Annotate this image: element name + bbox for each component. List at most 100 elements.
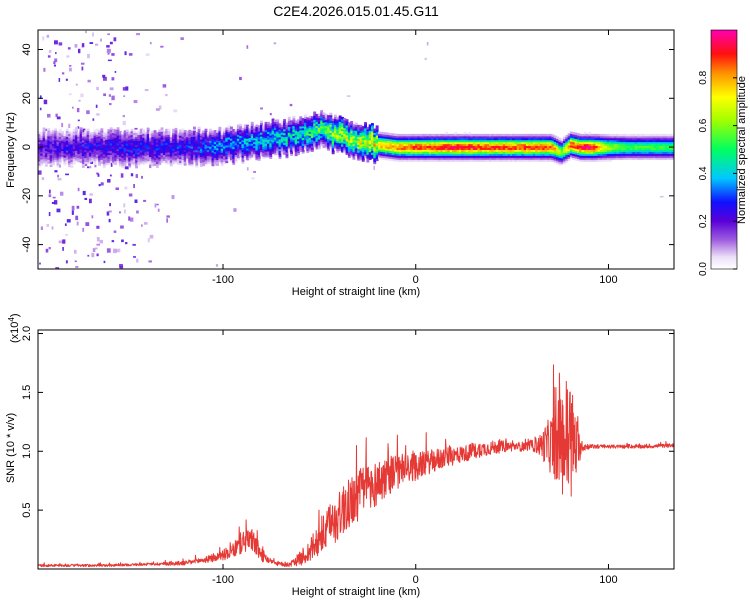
spectrogram-cell bbox=[95, 43, 99, 46]
spectrogram-cell bbox=[95, 148, 99, 151]
spectrogram-cell bbox=[86, 130, 90, 133]
spectrogram-cell bbox=[223, 134, 226, 137]
spectrogram-cell bbox=[442, 157, 446, 160]
spectrogram-cell bbox=[590, 147, 594, 150]
spectrogram-cell bbox=[92, 32, 94, 37]
spectrogram-cell bbox=[287, 140, 291, 143]
spectrogram-cell bbox=[482, 133, 485, 137]
spectrogram-cell bbox=[563, 158, 566, 161]
spectrogram-cell bbox=[491, 149, 495, 152]
spectrogram-cell bbox=[146, 160, 150, 164]
spectrogram-cell bbox=[165, 132, 169, 136]
spectrogram-cell bbox=[417, 135, 421, 139]
spectrogram-cell bbox=[273, 152, 277, 156]
spectrogram-cell bbox=[160, 148, 164, 152]
spectrogram-cell bbox=[637, 151, 640, 154]
spectrogram-cell bbox=[352, 147, 356, 151]
spectrogram-cell bbox=[39, 95, 42, 99]
spectrogram-cell bbox=[458, 159, 462, 162]
spectrogram-cell bbox=[116, 140, 120, 144]
spectrogram-cell bbox=[389, 142, 393, 146]
spectrogram-cell bbox=[65, 132, 69, 135]
spectrogram-cell bbox=[169, 158, 173, 161]
spectrogram-cell bbox=[139, 142, 143, 145]
spectrogram-cell bbox=[526, 143, 529, 147]
spectrogram-cell bbox=[107, 150, 111, 154]
spectrogram-cell bbox=[424, 57, 427, 60]
spectrogram-cell bbox=[218, 154, 222, 157]
spectrogram-cell bbox=[66, 219, 71, 223]
spectrogram-cell bbox=[324, 121, 328, 125]
spectrogram-cell bbox=[581, 135, 585, 139]
spectrogram-cell bbox=[586, 141, 590, 145]
spectrogram-cell bbox=[611, 143, 615, 147]
spectrogram-cell bbox=[412, 133, 416, 137]
spectrogram-cell bbox=[204, 152, 208, 155]
spectrogram-cell bbox=[317, 144, 321, 148]
spectrogram-cell bbox=[468, 141, 472, 145]
spectrogram-cell bbox=[47, 137, 51, 141]
spectrogram-cell bbox=[477, 157, 481, 160]
spectrogram-cell bbox=[627, 143, 631, 147]
spectrogram-cell bbox=[514, 151, 518, 154]
spectrogram-cell bbox=[139, 146, 143, 149]
spectrogram-cell bbox=[373, 136, 377, 139]
spectrogram-cell bbox=[327, 140, 331, 143]
spectrogram-cell bbox=[449, 159, 453, 162]
spectrogram-cell bbox=[572, 134, 576, 137]
spectrogram-cell bbox=[160, 143, 164, 146]
spectrogram-cell bbox=[357, 152, 361, 155]
spectrogram-cell bbox=[276, 146, 280, 150]
spectrogram-cell bbox=[317, 141, 321, 144]
spectrogram-cell bbox=[634, 137, 638, 141]
spectrogram-cell bbox=[664, 155, 668, 158]
spectrogram-cell bbox=[447, 155, 451, 158]
spectrogram-cell bbox=[350, 142, 354, 145]
spectrogram-cell bbox=[428, 147, 432, 150]
spectrogram-cell bbox=[40, 135, 44, 139]
spectrogram-cell bbox=[72, 156, 76, 159]
spectrogram-cell bbox=[264, 149, 268, 152]
spectrogram-cell bbox=[68, 153, 72, 156]
spectrogram-cell bbox=[507, 135, 511, 139]
spectrogram-cell bbox=[609, 139, 613, 143]
spectrogram-cell bbox=[412, 159, 416, 162]
spectrogram-cell bbox=[130, 130, 134, 134]
spectrogram-cell bbox=[535, 135, 539, 139]
spectrogram-cell bbox=[255, 124, 259, 128]
spectrogram-cell bbox=[209, 154, 213, 157]
spectrogram-cell bbox=[405, 159, 409, 162]
spectrogram-cell bbox=[558, 145, 562, 149]
spectrogram-cell bbox=[454, 157, 458, 160]
spectrogram-cell bbox=[193, 146, 196, 149]
spectrogram-cell bbox=[373, 165, 375, 170]
spectrogram-cell bbox=[81, 43, 85, 47]
spectrogram-cell bbox=[105, 141, 109, 144]
spectrogram-cell bbox=[304, 147, 307, 151]
spectrogram-cell bbox=[188, 157, 192, 160]
spectrogram-cell bbox=[216, 155, 220, 159]
spectrogram-cell bbox=[532, 147, 536, 150]
spectrogram-cell bbox=[186, 144, 189, 147]
spectrogram-cell bbox=[341, 128, 344, 132]
spectrogram-cell bbox=[542, 133, 546, 137]
spectrogram-cell bbox=[535, 157, 539, 160]
spectrogram-cell bbox=[144, 147, 148, 151]
spectrogram-cell bbox=[107, 138, 111, 142]
spectrogram-cell bbox=[345, 144, 349, 148]
spectrogram-cell bbox=[530, 133, 534, 137]
spectrogram-cell bbox=[343, 131, 347, 134]
spectrogram-cell bbox=[489, 137, 492, 141]
spectrogram-cell bbox=[600, 137, 603, 141]
spectrogram-cell bbox=[165, 160, 169, 163]
spectrogram-cell bbox=[204, 161, 208, 165]
spectrogram-cell bbox=[280, 140, 284, 143]
spectrogram-cell bbox=[72, 106, 74, 109]
spectrogram-cell bbox=[662, 135, 666, 139]
spectrogram-cell bbox=[186, 152, 189, 155]
spectrogram-cell bbox=[188, 161, 192, 164]
spectrogram-cell bbox=[301, 147, 305, 150]
spectrogram-cell bbox=[401, 137, 405, 141]
spectrogram-cell bbox=[273, 143, 277, 146]
spectrogram-cell bbox=[597, 151, 601, 154]
